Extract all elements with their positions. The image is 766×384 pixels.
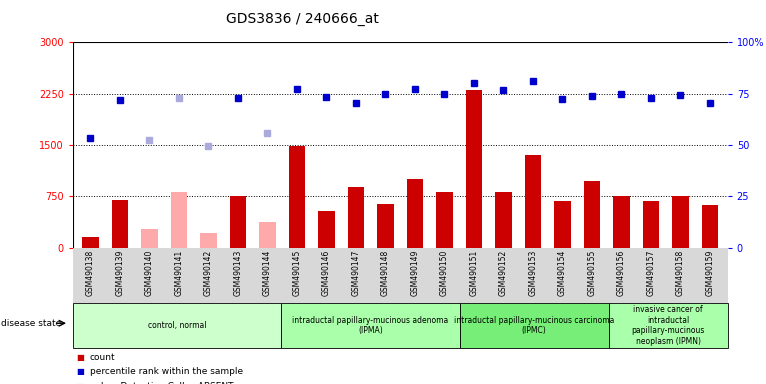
Text: ■: ■ bbox=[76, 353, 83, 362]
Bar bbox=[407, 179, 423, 248]
Bar bbox=[171, 192, 187, 248]
Text: control, normal: control, normal bbox=[148, 321, 206, 330]
Text: GSM490139: GSM490139 bbox=[116, 250, 124, 296]
Text: invasive cancer of
intraductal
papillary-mucinous
neoplasm (IPMN): invasive cancer of intraductal papillary… bbox=[631, 305, 705, 346]
Text: GSM490138: GSM490138 bbox=[86, 250, 95, 296]
Bar bbox=[614, 195, 630, 248]
Text: GSM490144: GSM490144 bbox=[263, 250, 272, 296]
Bar bbox=[466, 90, 482, 248]
Bar bbox=[289, 146, 305, 248]
Bar bbox=[496, 192, 512, 248]
Text: GSM490153: GSM490153 bbox=[529, 250, 538, 296]
Text: GDS3836 / 240666_at: GDS3836 / 240666_at bbox=[225, 12, 378, 25]
Text: ■: ■ bbox=[76, 367, 83, 376]
Bar bbox=[112, 200, 128, 248]
Text: GSM490155: GSM490155 bbox=[588, 250, 597, 296]
Text: intraductal papillary-mucinous carcinoma
(IPMC): intraductal papillary-mucinous carcinoma… bbox=[454, 316, 614, 335]
Bar bbox=[525, 155, 541, 248]
Text: GSM490151: GSM490151 bbox=[470, 250, 479, 296]
Text: GSM490156: GSM490156 bbox=[617, 250, 626, 296]
Text: GSM490147: GSM490147 bbox=[352, 250, 361, 296]
Text: GSM490152: GSM490152 bbox=[499, 250, 508, 296]
Text: GSM490140: GSM490140 bbox=[145, 250, 154, 296]
Bar bbox=[673, 195, 689, 248]
Bar bbox=[260, 222, 276, 248]
Text: GSM490149: GSM490149 bbox=[411, 250, 420, 296]
Bar bbox=[83, 237, 99, 248]
Text: GSM490158: GSM490158 bbox=[676, 250, 685, 296]
Text: GSM490145: GSM490145 bbox=[293, 250, 302, 296]
Text: GSM490146: GSM490146 bbox=[322, 250, 331, 296]
Text: GSM490159: GSM490159 bbox=[705, 250, 715, 296]
Text: disease state: disease state bbox=[1, 319, 61, 328]
Bar bbox=[230, 196, 246, 248]
Bar bbox=[319, 211, 335, 248]
Bar bbox=[201, 233, 217, 248]
Text: GSM490154: GSM490154 bbox=[558, 250, 567, 296]
Text: GSM490141: GSM490141 bbox=[175, 250, 184, 296]
Text: GSM490157: GSM490157 bbox=[647, 250, 656, 296]
Bar bbox=[555, 201, 571, 248]
Bar bbox=[437, 192, 453, 248]
Bar bbox=[702, 205, 718, 248]
Text: GSM490150: GSM490150 bbox=[440, 250, 449, 296]
Text: percentile rank within the sample: percentile rank within the sample bbox=[90, 367, 243, 376]
Text: GSM490148: GSM490148 bbox=[381, 250, 390, 296]
Text: GSM490142: GSM490142 bbox=[204, 250, 213, 296]
Bar bbox=[142, 229, 158, 248]
Text: value, Detection Call = ABSENT: value, Detection Call = ABSENT bbox=[90, 382, 233, 384]
Bar bbox=[378, 204, 394, 248]
Text: ■: ■ bbox=[76, 382, 83, 384]
Text: GSM490143: GSM490143 bbox=[234, 250, 243, 296]
Bar bbox=[348, 187, 364, 248]
Text: count: count bbox=[90, 353, 115, 362]
Text: intraductal papillary-mucinous adenoma
(IPMA): intraductal papillary-mucinous adenoma (… bbox=[293, 316, 449, 335]
Bar bbox=[584, 180, 600, 248]
Bar bbox=[643, 201, 659, 248]
